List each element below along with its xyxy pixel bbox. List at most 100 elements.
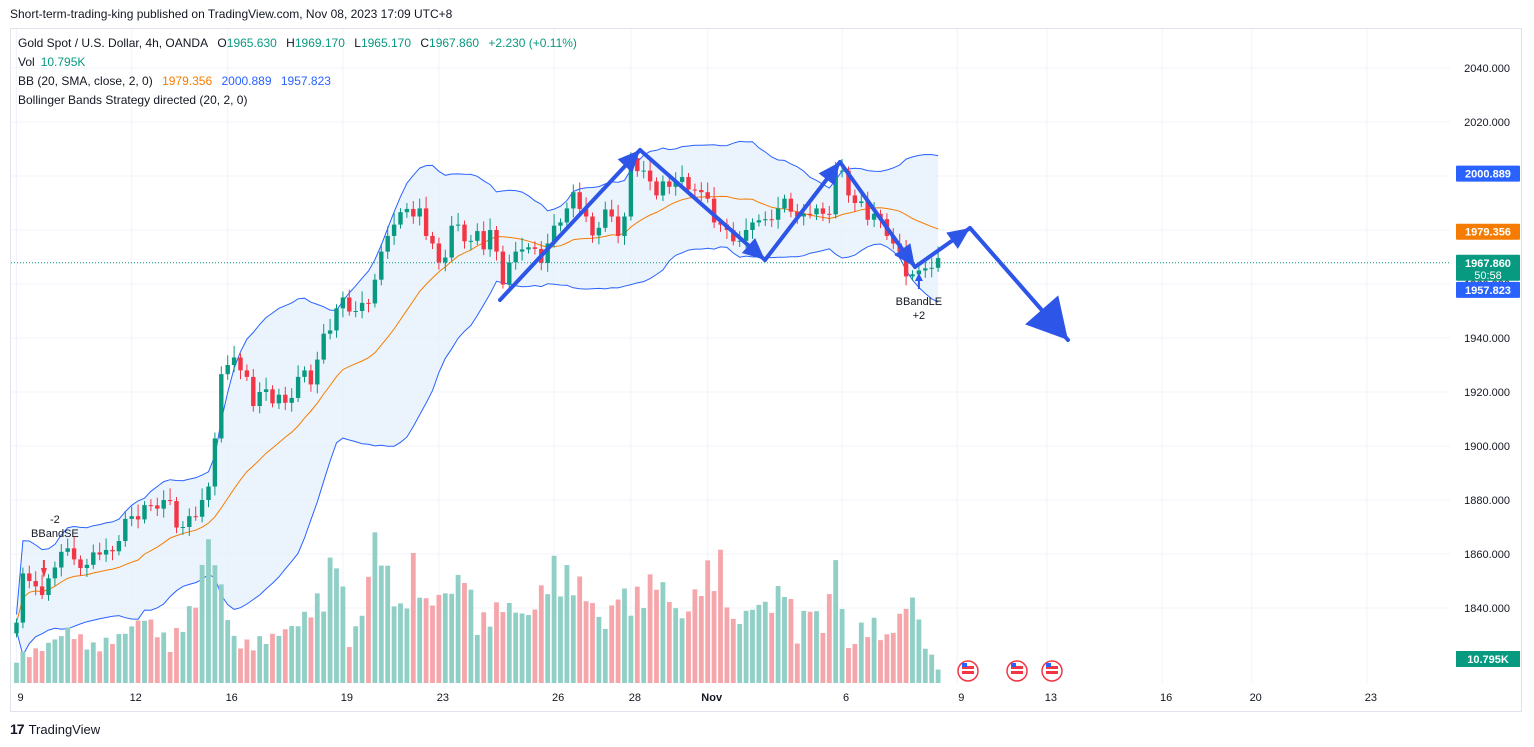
symbol-name[interactable]: Gold Spot / U.S. Dollar, 4h, OANDA xyxy=(18,36,209,50)
volume-bar xyxy=(577,576,583,683)
y-tick-label: 1900.000 xyxy=(1464,441,1510,453)
volume-bar xyxy=(71,639,77,683)
candle xyxy=(494,225,499,261)
x-tick-label: 9 xyxy=(958,692,964,704)
candle xyxy=(289,388,294,412)
candle-body xyxy=(148,505,154,507)
candle-body xyxy=(212,438,218,487)
volume-bar xyxy=(58,636,64,683)
x-axis: 9 12 16 19 23 26 28 Nov 6 9 13 16 20 23 xyxy=(17,692,1377,704)
volume-bar xyxy=(97,651,103,683)
candle-body xyxy=(244,370,250,377)
candle xyxy=(558,218,563,232)
volume-bar xyxy=(743,610,749,683)
candle-body xyxy=(763,219,768,221)
candle xyxy=(487,218,493,257)
volume-bar xyxy=(910,597,915,683)
candle-body xyxy=(820,208,826,214)
candle xyxy=(270,385,275,408)
candle-body xyxy=(231,357,237,365)
candle xyxy=(193,506,198,521)
volume-bar xyxy=(65,627,71,683)
candle-body xyxy=(295,376,301,398)
bb-label[interactable]: BB (20, SMA, close, 2, 0) xyxy=(18,74,153,88)
volume-bar xyxy=(839,609,845,683)
candle xyxy=(590,212,595,243)
volume-bar xyxy=(564,565,570,683)
volume-bar xyxy=(308,617,314,683)
candle xyxy=(347,289,352,316)
volume-bar xyxy=(609,605,615,683)
candle-body xyxy=(110,549,115,552)
volume-bar xyxy=(212,565,218,683)
price-label-box xyxy=(1456,281,1520,298)
candle-body xyxy=(545,243,550,263)
candle xyxy=(615,204,621,244)
volume-bar xyxy=(628,615,634,683)
candle-body xyxy=(372,279,378,304)
volume-bar xyxy=(103,637,109,683)
candle-body xyxy=(14,622,19,634)
candle-body xyxy=(782,198,787,209)
candle xyxy=(110,545,115,561)
candle-body xyxy=(238,357,243,371)
volume-bar xyxy=(884,634,890,683)
candle-body xyxy=(321,333,326,360)
volume-bar xyxy=(826,594,832,683)
buy-arrow-icon xyxy=(914,273,923,281)
y-tick-label: 1880.000 xyxy=(1464,495,1510,507)
flag-stripe xyxy=(1011,666,1023,669)
candle-body xyxy=(916,270,922,275)
candle-body xyxy=(532,247,538,249)
candle xyxy=(174,497,179,534)
candle-body xyxy=(443,257,448,263)
candle-body xyxy=(46,578,51,596)
candle-body xyxy=(871,213,877,220)
candle xyxy=(27,565,32,589)
candle xyxy=(513,241,518,270)
candle xyxy=(769,209,774,228)
candle xyxy=(167,488,173,506)
volume-bar xyxy=(788,598,794,683)
volume-label[interactable]: Vol xyxy=(18,55,35,69)
candle xyxy=(462,220,467,249)
candle-body xyxy=(219,374,224,439)
volume-bar xyxy=(820,632,826,683)
strategy-label[interactable]: Bollinger Bands Strategy directed (20, 2… xyxy=(18,93,248,107)
candle-body xyxy=(903,251,909,277)
volume-bar xyxy=(769,612,775,683)
candle xyxy=(135,504,141,529)
volume-bar xyxy=(916,619,922,683)
candle-body xyxy=(129,516,134,519)
candle xyxy=(206,482,211,508)
candle xyxy=(756,214,762,227)
x-tick-label: 6 xyxy=(843,692,849,704)
volume-bar xyxy=(52,639,58,683)
price-label-value: 1957.823 xyxy=(1465,285,1511,297)
volume-bar xyxy=(519,613,525,683)
candle-body xyxy=(910,274,915,277)
candle-body xyxy=(846,170,851,196)
candle xyxy=(225,355,230,380)
signal-name: BBandLE xyxy=(896,296,942,308)
candle-body xyxy=(795,211,800,217)
signal-qty: +2 xyxy=(913,310,926,322)
bb-basis-value: 1979.356 xyxy=(162,74,213,88)
volume-bar xyxy=(334,568,339,683)
volume-bar xyxy=(538,585,544,683)
candles xyxy=(14,150,941,638)
candle-body xyxy=(699,190,704,193)
candle-body xyxy=(283,394,288,403)
candle-body xyxy=(91,552,96,565)
candle xyxy=(334,304,339,338)
flag-stripe xyxy=(962,666,974,669)
x-tick-label: Nov xyxy=(701,692,723,704)
candle xyxy=(180,521,186,535)
volume-bar xyxy=(762,601,768,683)
candle xyxy=(807,202,813,219)
footer-brand[interactable]: 17 TradingView xyxy=(10,721,100,737)
candle-body xyxy=(852,195,858,203)
volume-bar xyxy=(494,602,499,683)
volume-bar xyxy=(583,601,589,683)
